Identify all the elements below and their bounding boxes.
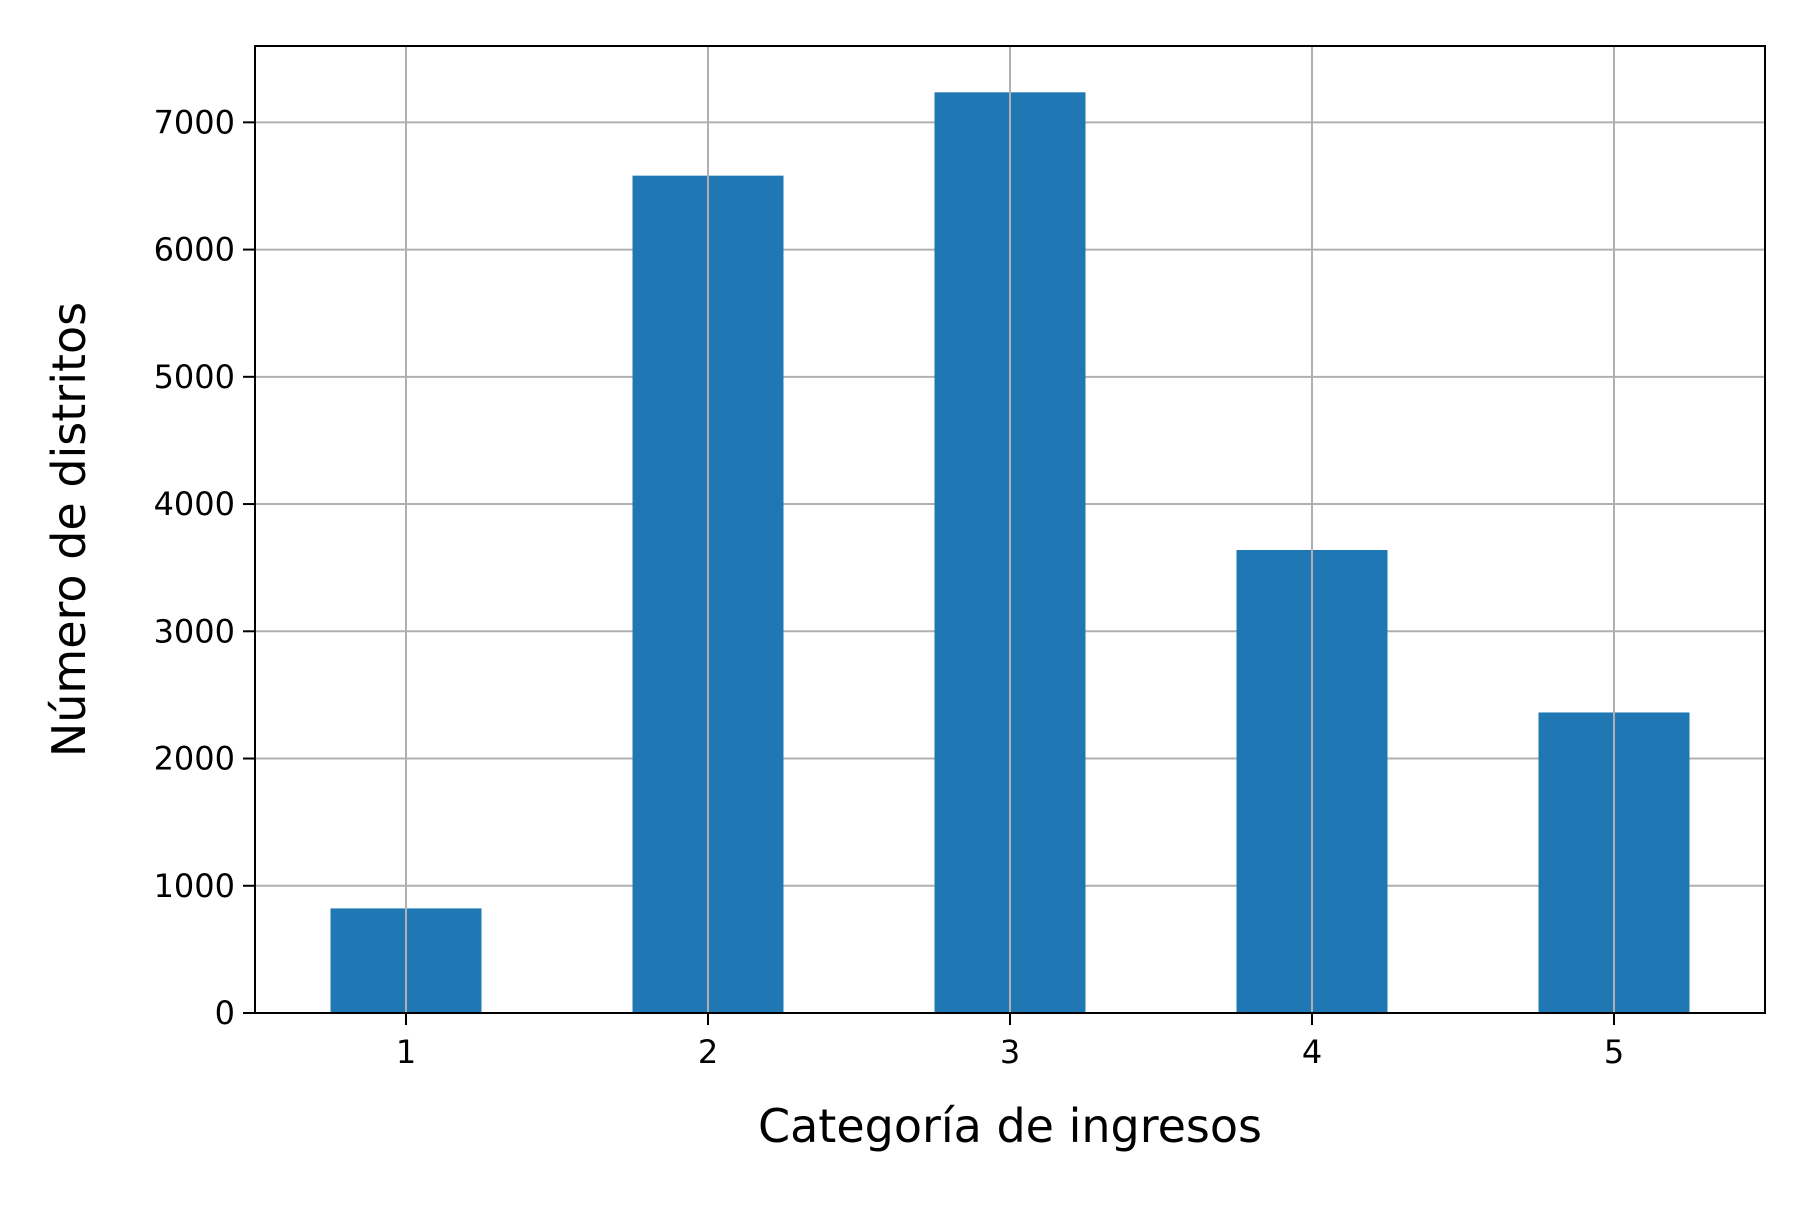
x-axis-title: Categoría de ingresos [758,1099,1262,1153]
y-tick-label: 1000 [154,867,235,905]
y-tick-label: 6000 [154,231,235,269]
y-axis-title: Número de distritos [42,302,96,757]
x-tick-label: 1 [396,1033,416,1071]
vertical-grid-lines [405,46,1615,1013]
x-tick-label: 4 [1302,1033,1322,1071]
x-axis-ticks: 1 2 3 4 5 [396,1013,1624,1071]
x-tick-label: 2 [698,1033,718,1071]
y-tick-label: 0 [215,994,235,1032]
y-axis-ticks: 0 1000 2000 3000 4000 5000 6000 7000 [154,103,255,1032]
y-tick-label: 5000 [154,358,235,396]
y-tick-label: 2000 [154,740,235,778]
x-tick-label: 3 [1000,1033,1020,1071]
x-tick-label: 5 [1604,1033,1624,1071]
y-tick-label: 3000 [154,612,235,650]
y-tick-label: 7000 [154,103,235,141]
y-tick-label: 4000 [154,485,235,523]
